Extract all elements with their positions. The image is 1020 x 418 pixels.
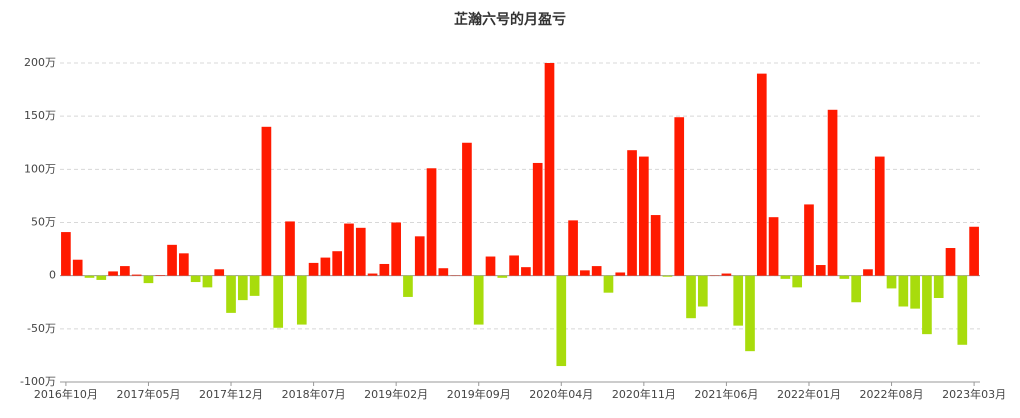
bar (815, 265, 826, 276)
bar (804, 204, 814, 276)
x-tick-label: 2020年04月 (529, 387, 593, 401)
x-tick-label: 2020年11月 (612, 387, 676, 401)
bar (167, 244, 177, 276)
bar (379, 263, 390, 276)
bar (957, 275, 968, 345)
x-tick-label: 2016年10月 (34, 387, 98, 401)
bar (108, 271, 118, 276)
y-tick-label: -50万 (27, 322, 56, 335)
bar (120, 266, 130, 276)
bar (84, 275, 95, 278)
bar (214, 269, 225, 276)
x-tick-label: 2022年01月 (777, 387, 841, 401)
x-tick-label: 2019年09月 (447, 387, 511, 401)
x-tick-label: 2018年07月 (282, 387, 346, 401)
y-tick-label: 0 (49, 269, 56, 282)
chart-title: 芷瀚六号的月盈亏 (454, 11, 566, 28)
bar (179, 253, 189, 276)
x-tick-label: 2019年02月 (364, 387, 428, 401)
x-tick-label: 2021年06月 (694, 387, 758, 401)
bar (320, 257, 331, 276)
bar (285, 221, 295, 276)
bar (697, 275, 708, 307)
bar (851, 275, 861, 303)
bar (674, 117, 685, 276)
x-tick-label: 2017年05月 (116, 387, 180, 401)
bar (497, 275, 508, 278)
bar (367, 273, 378, 276)
bar (473, 275, 484, 325)
x-tick-label: 2017年12月 (199, 387, 263, 401)
bar (721, 273, 732, 276)
bar (296, 275, 307, 325)
bar (945, 248, 956, 276)
bar (414, 236, 425, 276)
bar (391, 222, 401, 276)
bar (863, 269, 873, 276)
bar (544, 63, 555, 276)
bar (190, 275, 201, 283)
bar (249, 275, 260, 296)
bar (355, 227, 366, 276)
y-tick-label: 50万 (31, 216, 56, 229)
bar (462, 142, 472, 276)
bar (827, 109, 838, 276)
bar (96, 275, 107, 280)
bar (662, 275, 673, 277)
bar (485, 256, 496, 276)
bar (332, 251, 343, 276)
bar (733, 275, 744, 326)
bar (261, 126, 272, 276)
bar (839, 275, 850, 279)
bar (874, 156, 885, 276)
bar (639, 156, 649, 276)
bar (898, 275, 909, 307)
bar (627, 150, 637, 276)
y-tick-label: 150万 (24, 109, 56, 122)
bar (556, 275, 567, 367)
bar (768, 217, 779, 276)
bar (886, 275, 897, 289)
y-tick-label: 200万 (24, 56, 56, 69)
bar (933, 275, 944, 298)
bar (969, 226, 979, 276)
bar (910, 275, 920, 309)
bar (532, 162, 543, 276)
bar (403, 275, 413, 297)
bar (686, 275, 696, 319)
bar (615, 272, 626, 276)
bar (143, 275, 154, 284)
bar (745, 275, 755, 352)
bar (580, 270, 590, 276)
bar (509, 255, 519, 276)
bar (438, 268, 449, 276)
bar (521, 267, 531, 276)
bar (308, 262, 319, 276)
bar (568, 220, 578, 276)
bar (72, 259, 83, 276)
bar (756, 73, 767, 276)
bar (155, 275, 166, 276)
y-tick-label: 100万 (24, 162, 56, 175)
bar (603, 275, 614, 293)
bar (591, 266, 602, 276)
x-tick-label: 2023年03月 (942, 387, 1006, 401)
y-tick-label: -100万 (20, 375, 56, 388)
bar (202, 275, 213, 288)
bar (792, 275, 803, 288)
x-tick-label: 2022年08月 (860, 387, 924, 401)
bar (922, 275, 932, 335)
bar (780, 275, 791, 279)
bar (426, 168, 437, 276)
bar (344, 223, 354, 276)
bar (61, 232, 71, 276)
bar (131, 274, 142, 276)
bar (650, 215, 661, 276)
bar (273, 275, 284, 328)
bar (226, 275, 236, 313)
bar (237, 275, 248, 301)
